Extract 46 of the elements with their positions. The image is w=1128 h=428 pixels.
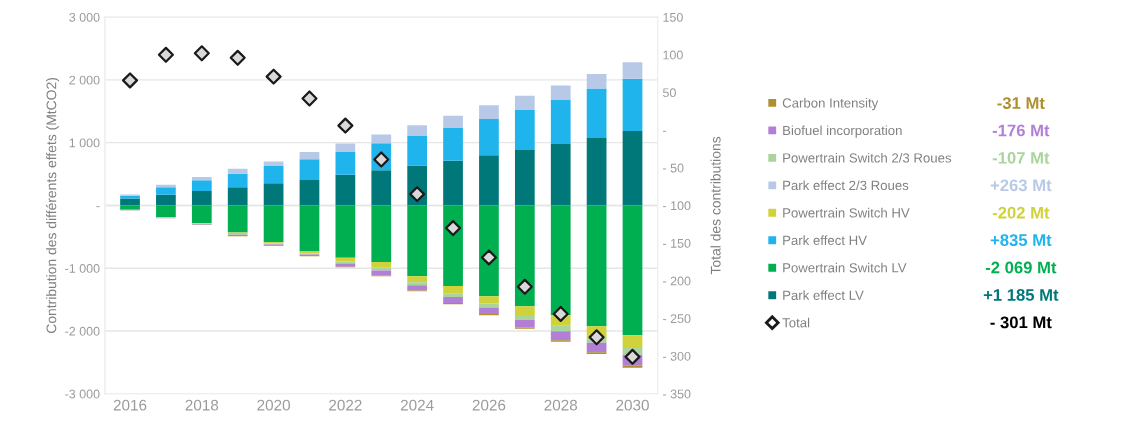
y2-tick-label: 150 — [663, 12, 683, 22]
text: - 301 Mt — [990, 316, 1052, 329]
y-tick-label: -2 000 — [65, 326, 100, 336]
legend-label: Park effect HV — [783, 235, 867, 246]
y2-tick-label: - 100 — [663, 201, 691, 211]
y2-tick-label: - 50 — [663, 163, 684, 173]
text: -107 Mt — [992, 151, 1050, 164]
text: -202 Mt — [992, 206, 1050, 219]
text: +1 185 Mt — [983, 289, 1059, 301]
text: +835 Mt — [990, 234, 1052, 247]
y2-tick-label: - — [663, 130, 667, 132]
legend-label: Powertrain Switch 2/3 Roues — [783, 152, 952, 163]
x-tick-label: 2030 — [616, 399, 649, 411]
x-tick-label: 2016 — [113, 399, 147, 411]
legend-label: Park effect 2/3 Roues — [783, 180, 909, 191]
x-tick-label: 2020 — [257, 399, 290, 411]
y2-tick-label: - 250 — [663, 314, 691, 324]
text: -176 Mt — [992, 124, 1050, 137]
y-tick-label: 1 000 — [69, 138, 100, 148]
y2-tick-label: 100 — [663, 50, 683, 60]
legend-label: Powertrain Switch LV — [783, 262, 907, 273]
x-tick-label: 2024 — [400, 399, 434, 411]
y-axis-title: Contribution des différents effets (MtCO2) — [45, 78, 60, 334]
x-tick-label: 2026 — [472, 399, 506, 411]
x-tick-label: 2022 — [329, 399, 362, 411]
y2-tick-label: - 350 — [663, 389, 691, 399]
y2-tick-label: - 300 — [663, 351, 691, 361]
legend-label: Powertrain Switch HV — [783, 207, 910, 218]
y2-tick-label: 50 — [662, 88, 676, 98]
y-tick-label: 3 000 — [69, 12, 100, 22]
text: -2 069 Mt — [985, 261, 1057, 274]
y2-tick-label: - 150 — [663, 238, 691, 248]
text: -31 Mt — [997, 97, 1045, 109]
legend-label: Carbon Intensity — [782, 97, 879, 111]
legend-label: Biofuel incorporation — [783, 125, 902, 138]
y-tick-label: 2 000 — [69, 75, 100, 85]
x-tick-label: 2018 — [185, 399, 219, 411]
y-tick-label: - — [96, 206, 100, 208]
x-tick-label: 2028 — [544, 399, 578, 411]
legend-label: Park effect LV — [783, 290, 864, 300]
y-tick-label: -1 000 — [65, 264, 100, 273]
y-tick-label: -3 000 — [65, 389, 100, 399]
y2-tick-label: - 200 — [663, 276, 691, 286]
text: +263 Mt — [990, 179, 1052, 192]
legend-label: Total — [782, 317, 810, 328]
y2-axis-title: Total des contributions — [710, 136, 721, 275]
